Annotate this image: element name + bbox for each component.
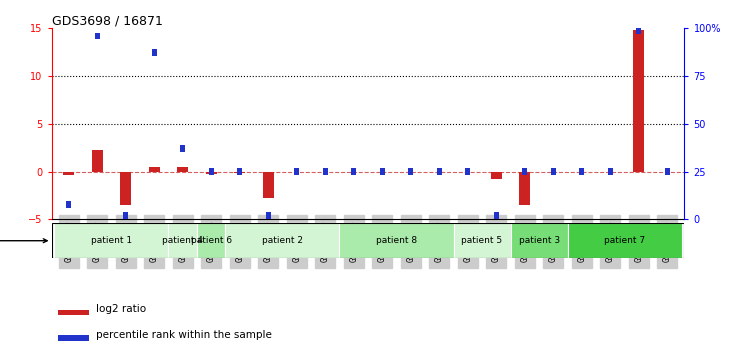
Bar [152,49,157,56]
Text: patient 5: patient 5 [461,236,503,245]
Bar [380,169,385,175]
Bar [665,169,670,175]
Bar [436,169,442,175]
Bar [123,212,128,219]
Bar [63,172,74,175]
Bar [208,169,213,175]
Bar [149,167,160,172]
Bar [567,223,682,258]
Bar [54,223,169,258]
Bar [511,223,567,258]
Text: patient 7: patient 7 [604,236,645,245]
Bar [66,201,71,207]
Text: patient 8: patient 8 [376,236,417,245]
Text: percentile rank within the sample: percentile rank within the sample [96,330,272,339]
Bar [234,172,245,173]
Bar [465,169,470,175]
Bar [491,172,502,179]
Text: patient 2: patient 2 [262,236,303,245]
Bar [120,172,131,205]
Bar [551,169,556,175]
Bar [58,310,90,315]
Text: individual: individual [0,236,47,246]
Text: patient 1: patient 1 [91,236,132,245]
Bar [237,169,242,175]
Bar [263,172,274,199]
Bar [637,27,642,34]
Bar [523,169,528,175]
Bar [58,335,90,341]
Text: log2 ratio: log2 ratio [96,304,146,314]
Text: GDS3698 / 16871: GDS3698 / 16871 [52,14,163,27]
Bar [94,33,99,39]
Bar [634,30,644,172]
Bar [206,172,216,173]
Bar [225,223,339,258]
Bar [608,169,613,175]
Bar [322,169,328,175]
Bar [579,169,584,175]
Bar [453,223,511,258]
Bar [294,169,300,175]
Bar [351,169,356,175]
Bar [169,223,197,258]
Bar [266,212,271,219]
Text: patient 4: patient 4 [162,236,203,245]
Bar [408,169,414,175]
Text: patient 6: patient 6 [191,236,232,245]
Bar [92,150,102,172]
Bar [520,172,530,205]
Bar [197,223,225,258]
Text: patient 3: patient 3 [518,236,559,245]
Bar [180,145,185,152]
Bar [494,212,499,219]
Bar [339,223,453,258]
Bar [177,167,188,172]
